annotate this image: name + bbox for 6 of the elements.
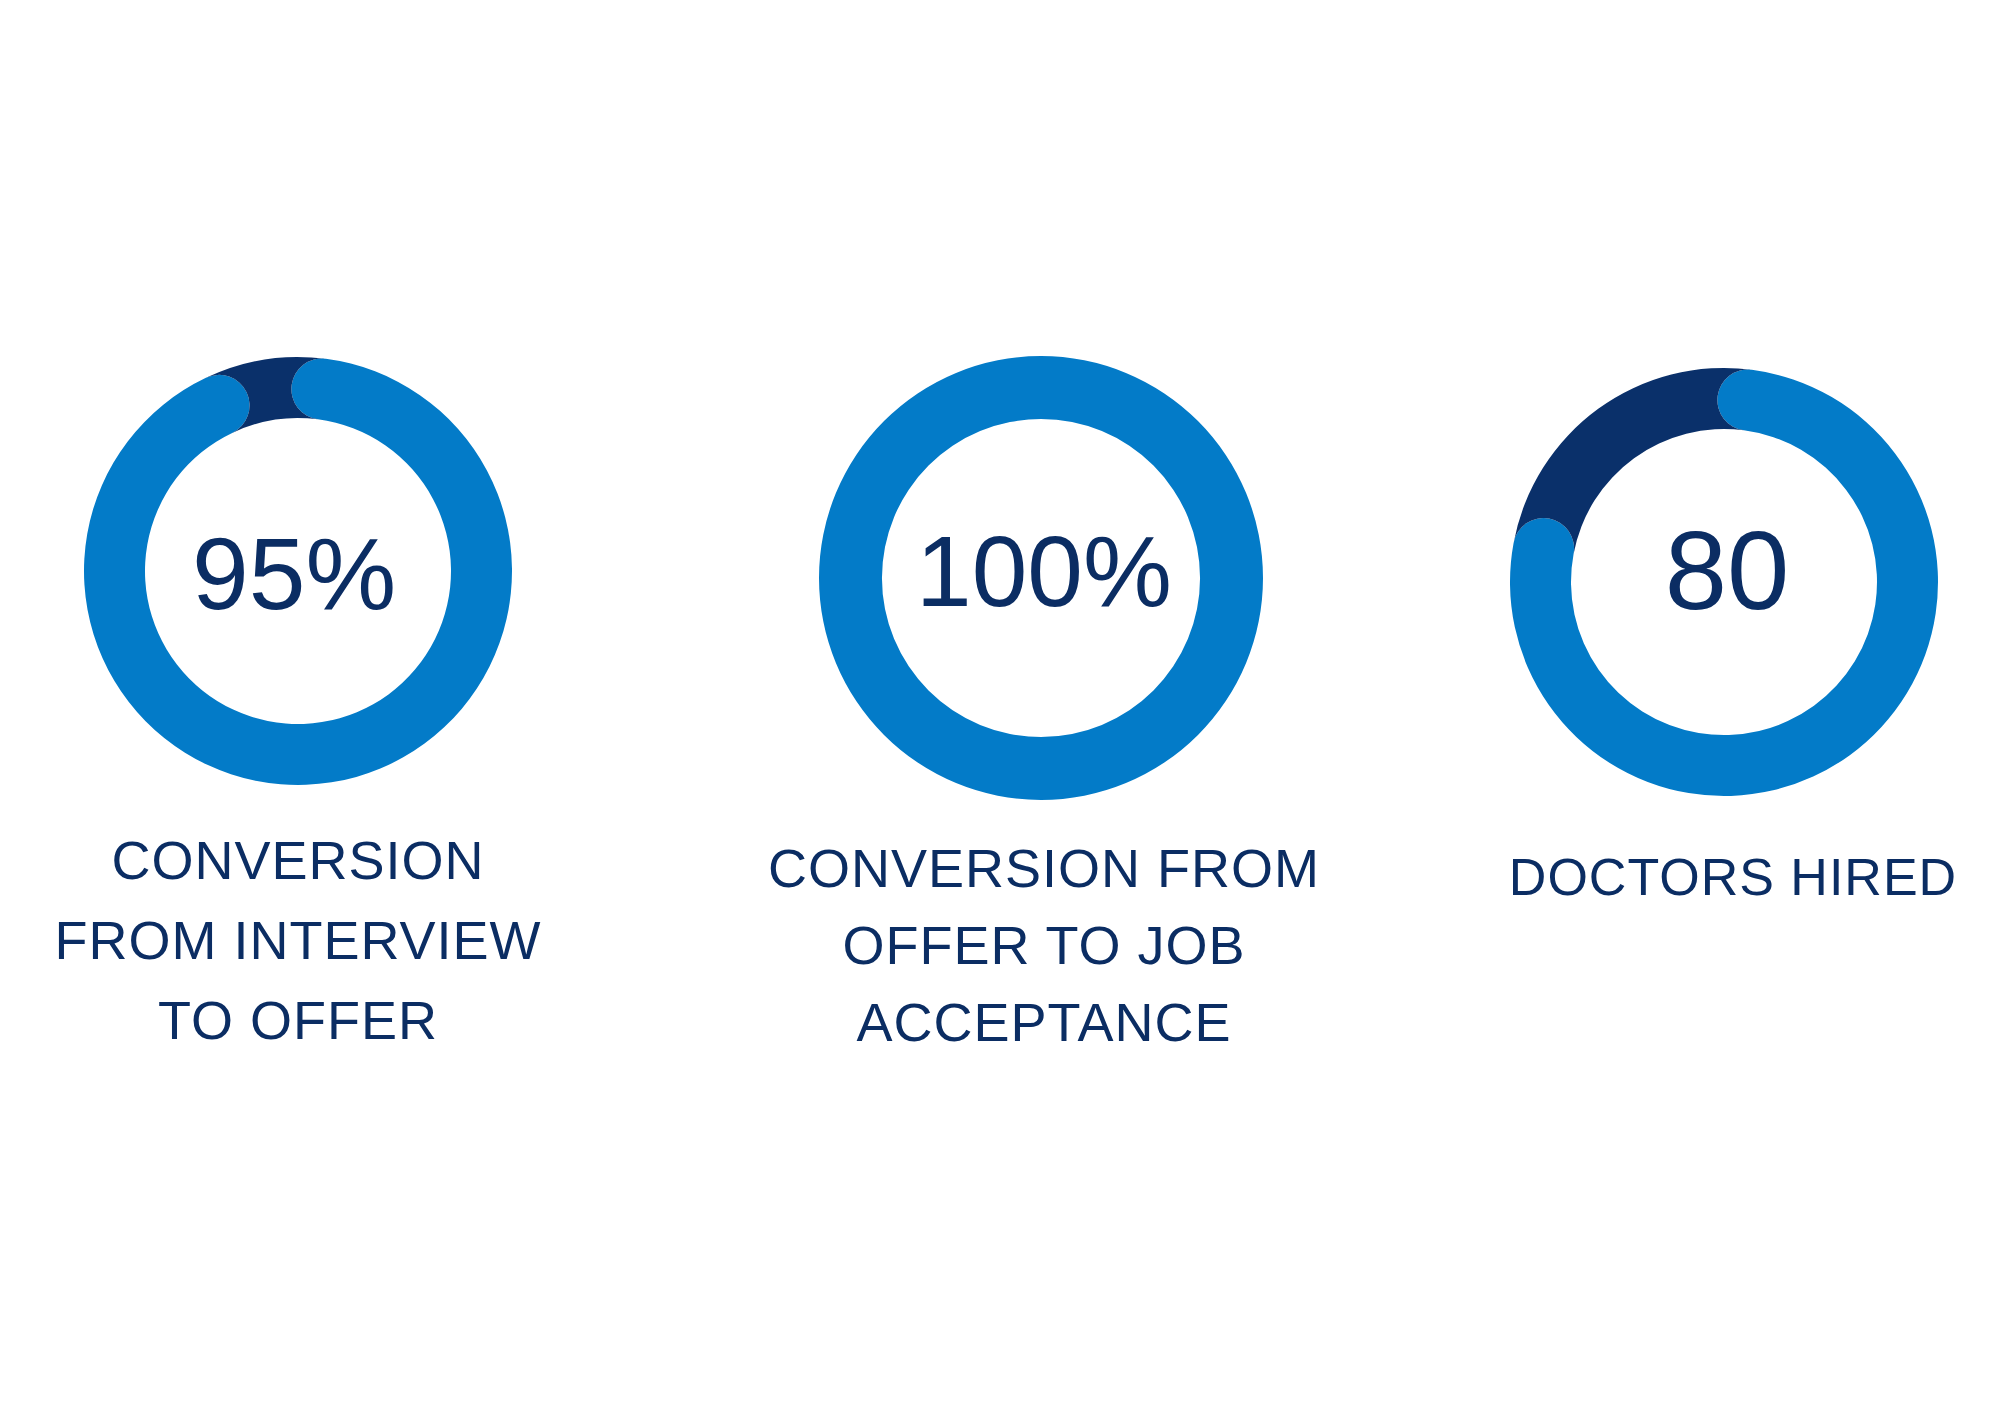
text: CONVERSION FROM INTERVIEW TO OFFER bbox=[54, 830, 542, 1050]
data-label: 80 bbox=[1664, 508, 1790, 633]
text: CONVERSION FROM OFFER TO JOB ACCEPTANCE bbox=[767, 838, 1321, 1052]
data-label: 100% bbox=[916, 515, 1172, 627]
data-label: 95% bbox=[191, 517, 397, 631]
text: DOCTORS HIRED bbox=[1508, 848, 1958, 906]
